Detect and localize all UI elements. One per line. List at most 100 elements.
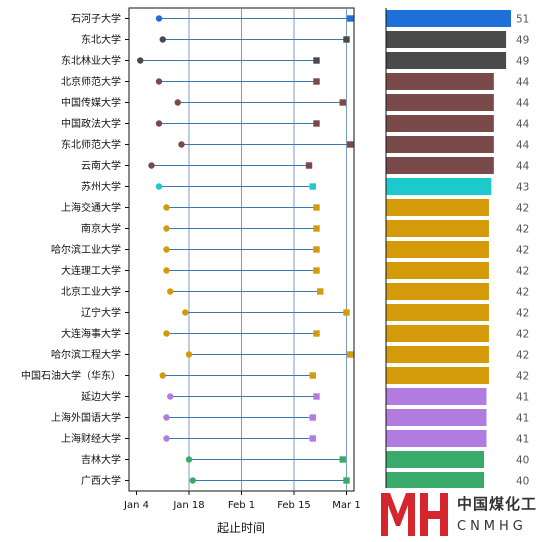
bar-value-label: 49 [516, 35, 529, 47]
bar-panel: 51 49 49 44 44 44 44 44 43 42 42 42 42 42 42 42 42 42 41 41… [385, 8, 530, 491]
category-label: 吉林大学 [81, 453, 121, 466]
x-tick-label: Mar 1 [332, 500, 360, 511]
end-point [313, 225, 320, 232]
start-point [163, 330, 170, 337]
start-point [185, 351, 193, 358]
category-label: 广西大学 [81, 474, 121, 487]
bar [386, 346, 489, 363]
category-label: 中国石油大学（华东） [21, 369, 121, 382]
end-point [313, 330, 320, 337]
bar-value-label: 44 [516, 161, 530, 173]
bar [386, 31, 507, 48]
category-label: 辽宁大学 [81, 306, 121, 319]
bar-value-label: 42 [516, 245, 529, 257]
category-label: 石河子大学 [71, 12, 121, 25]
end-point [309, 435, 316, 442]
bar [386, 304, 489, 321]
bar [386, 367, 489, 384]
start-point [163, 267, 170, 274]
bar [386, 136, 494, 153]
logo: 中国煤化工 CNMHG [380, 488, 548, 542]
start-point [159, 36, 166, 43]
bar-value-label: 49 [516, 56, 529, 68]
bar-value-label: 43 [516, 182, 529, 194]
category-label: 大连海事大学 [61, 327, 121, 340]
end-point [309, 372, 316, 379]
start-point [167, 393, 174, 400]
bar-value-label: 42 [516, 371, 529, 383]
start-point [167, 288, 174, 295]
category-label: 东北大学 [81, 33, 121, 46]
category-label: 南京大学 [81, 222, 121, 235]
start-point [163, 204, 170, 211]
category-label: 上海财经大学 [61, 432, 121, 445]
start-point [178, 141, 185, 148]
x-tick-label: Jan 18 [172, 500, 204, 511]
end-point [347, 351, 354, 358]
start-point [148, 162, 155, 169]
category-label: 上海交通大学 [61, 201, 121, 214]
start-point [163, 246, 170, 253]
start-point [182, 309, 189, 316]
range-lines [137, 15, 354, 484]
end-point [313, 57, 320, 64]
bar [386, 388, 487, 405]
category-label: 北京工业大学 [61, 285, 121, 298]
end-point [313, 393, 320, 400]
bar [386, 178, 492, 195]
category-label: 苏州大学 [81, 180, 121, 193]
start-point [174, 99, 181, 106]
category-label: 延边大学 [81, 390, 121, 403]
start-point [155, 183, 163, 190]
start-point [185, 456, 193, 463]
bars: 51 49 49 44 44 44 44 44 43 42 42 42 42 42 42 42 42 42 41 41… [386, 10, 530, 489]
start-point [155, 15, 163, 22]
bar [386, 451, 485, 468]
bar [386, 241, 489, 258]
x-tick-label: Feb 1 [228, 500, 255, 511]
category-label: 东北林业大学 [61, 54, 121, 67]
bar-value-label: 40 [516, 476, 529, 488]
start-point [159, 372, 166, 379]
logo-chinese-text: 中国煤化工 [457, 495, 537, 513]
bar-value-label: 44 [516, 119, 530, 131]
bar-value-label: 42 [516, 350, 529, 362]
bar [386, 10, 511, 27]
end-point [343, 477, 350, 484]
category-label: 哈尔滨工业大学 [51, 243, 121, 256]
category-label: 哈尔滨工程大学 [51, 348, 121, 361]
bar-value-label: 42 [516, 203, 529, 215]
start-point [163, 414, 170, 421]
bar [386, 115, 494, 132]
start-point [137, 57, 144, 64]
bar-value-label: 41 [516, 434, 529, 446]
end-point [343, 309, 350, 316]
start-point [189, 477, 196, 484]
category-label: 大连理工大学 [61, 264, 121, 277]
bar [386, 157, 494, 174]
bar [386, 409, 487, 426]
category-label: 北京师范大学 [61, 75, 121, 88]
bar [386, 262, 489, 279]
x-axis-ticks: Jan 4 Jan 18 Feb 1 Feb 15 Mar 1 [123, 491, 361, 511]
start-point [163, 225, 170, 232]
bar [386, 472, 485, 489]
logo-english-text: CNMHG [457, 519, 527, 534]
bar-value-label: 42 [516, 308, 529, 320]
category-label: 上海外国语大学 [51, 411, 121, 424]
start-point [155, 78, 163, 85]
end-point [305, 162, 313, 169]
bar [386, 325, 489, 342]
end-point [347, 141, 354, 148]
bar-value-label: 51 [516, 14, 529, 26]
bar-value-label: 44 [516, 98, 530, 110]
end-point [339, 99, 346, 106]
bar-value-label: 41 [516, 413, 529, 425]
bar [386, 430, 487, 447]
end-point [313, 246, 320, 253]
start-point [155, 120, 163, 127]
category-label: 云南大学 [81, 159, 121, 172]
bar-value-label: 42 [516, 266, 529, 278]
end-point [313, 204, 320, 211]
